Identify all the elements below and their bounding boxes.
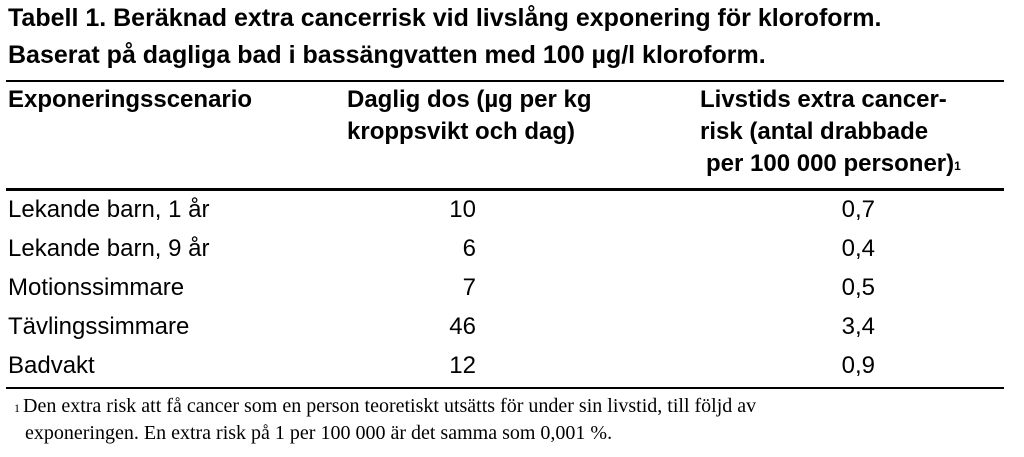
- cell-dose: 6: [462, 235, 476, 262]
- cell-risk: 0,5: [841, 274, 875, 301]
- footnote-line-1: Den extra risk att få cancer som en pers…: [23, 395, 757, 417]
- table-row: Badvakt 12 0,9: [0, 347, 1024, 385]
- cell-scenario: Motionssimmare: [8, 274, 185, 301]
- header-rule: [6, 188, 1004, 191]
- footnote-line-1-wrap: 1 Den extra risk att få cancer som en per…: [14, 393, 756, 420]
- footnote-line-2: exponeringen. En extra risk på 1 per 100…: [25, 422, 613, 444]
- cell-dose: 7: [462, 274, 476, 301]
- header-risk: Livstids extra cancer- risk (antal drabb…: [700, 84, 961, 180]
- cell-scenario: Badvakt: [8, 352, 95, 379]
- header-dose: Daglig dos (µg per kg kroppsvikt och dag…: [347, 84, 592, 148]
- footnote: 1 Den extra risk att få cancer som en per…: [14, 393, 756, 447]
- header-dose-line-1: Daglig dos (µg per kg: [347, 86, 592, 113]
- header-scenario: Exponeringsscenario: [8, 84, 252, 116]
- title-line-1: Tabell 1. Beräknad extra cancerrisk vid …: [8, 4, 882, 32]
- table-row: Lekande barn, 9 år 6 0,4: [0, 230, 1024, 268]
- header-risk-line-3: per 100 000 personer): [706, 150, 955, 177]
- header-dose-line-2: kroppsvikt och dag): [347, 118, 576, 145]
- header-scenario-label: Exponeringsscenario: [8, 86, 253, 113]
- cell-scenario: Tävlingssimmare: [8, 313, 190, 340]
- bottom-rule: [6, 387, 1004, 389]
- title-line-2: Baserat på dagliga bad i bassängvatten m…: [8, 41, 766, 69]
- cell-dose: 10: [449, 196, 476, 223]
- cell-dose: 46: [449, 313, 476, 340]
- cell-risk: 3,4: [841, 313, 875, 340]
- cell-scenario: Lekande barn, 1 år: [8, 196, 210, 223]
- header-risk-line-1: Livstids extra cancer-: [700, 86, 947, 113]
- table-row: Lekande barn, 1 år 10 0,7: [0, 191, 1024, 229]
- cell-dose: 12: [449, 352, 476, 379]
- footnote-reference: 1: [954, 159, 961, 173]
- header-risk-line-3-wrap: per 100 000 personer)1: [700, 148, 961, 180]
- table-row: Tävlingssimmare 46 3,4: [0, 308, 1024, 346]
- cell-risk: 0,9: [841, 352, 875, 379]
- footnote-mark: 1: [14, 401, 20, 415]
- header-risk-line-2: risk (antal drabbade: [700, 118, 929, 145]
- cell-risk: 0,7: [841, 196, 875, 223]
- top-rule: [6, 80, 1004, 82]
- cell-risk: 0,4: [841, 235, 875, 262]
- table-row: Motionssimmare 7 0,5: [0, 269, 1024, 307]
- cell-scenario: Lekande barn, 9 år: [8, 235, 210, 262]
